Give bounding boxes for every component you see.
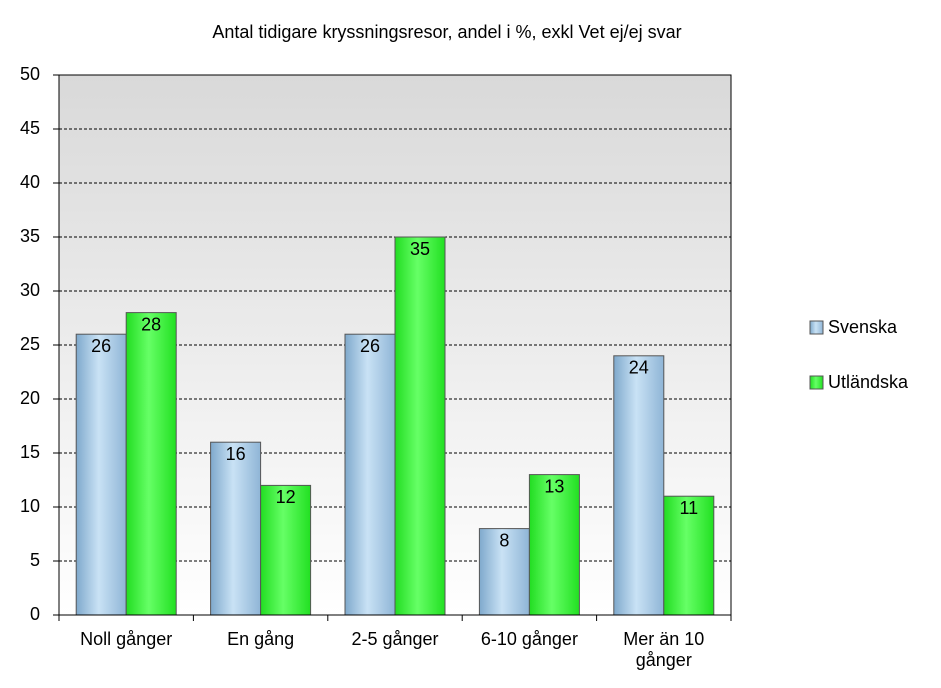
bar bbox=[344, 333, 396, 616]
y-tick-label: 25 bbox=[20, 334, 40, 354]
x-tick-label: En gång bbox=[227, 629, 294, 649]
chart-title: Antal tidigare kryssningsresor, andel i … bbox=[212, 22, 681, 42]
y-tick-label: 30 bbox=[20, 280, 40, 300]
legend-label: Utländska bbox=[828, 372, 909, 392]
y-tick-label: 20 bbox=[20, 388, 40, 408]
bar bbox=[210, 441, 262, 616]
bar bbox=[125, 312, 177, 616]
bar bbox=[260, 484, 312, 616]
legend-swatch bbox=[809, 375, 824, 390]
y-tick-label: 5 bbox=[30, 550, 40, 570]
x-tick-label: Mer än 10 gånger bbox=[623, 629, 704, 670]
value-label: 26 bbox=[91, 336, 111, 356]
legend-swatch bbox=[809, 320, 824, 335]
value-label: 28 bbox=[141, 314, 161, 334]
bar bbox=[75, 333, 127, 616]
y-tick-label: 10 bbox=[20, 496, 40, 516]
value-label: 35 bbox=[410, 239, 430, 259]
x-tick-label: 6-10 gånger bbox=[481, 629, 578, 649]
y-tick-label: 40 bbox=[20, 172, 40, 192]
value-label: 12 bbox=[276, 487, 296, 507]
value-label: 16 bbox=[226, 444, 246, 464]
bar bbox=[663, 495, 715, 616]
y-tick-label: 0 bbox=[30, 604, 40, 624]
y-tick-label: 50 bbox=[20, 64, 40, 84]
x-tick-label: Noll gånger bbox=[80, 629, 172, 649]
x-tick-label: 2-5 gånger bbox=[351, 629, 438, 649]
value-label: 13 bbox=[544, 476, 564, 496]
y-tick-label: 35 bbox=[20, 226, 40, 246]
value-label: 8 bbox=[499, 530, 509, 550]
bar bbox=[613, 355, 665, 616]
y-tick-label: 15 bbox=[20, 442, 40, 462]
plot-border bbox=[58, 74, 732, 616]
legend-label: Svenska bbox=[828, 317, 898, 337]
value-label: 24 bbox=[629, 358, 649, 378]
bar bbox=[528, 474, 580, 616]
bar bbox=[394, 236, 446, 616]
y-tick-label: 45 bbox=[20, 118, 40, 138]
value-label: 11 bbox=[679, 498, 698, 518]
value-label: 26 bbox=[360, 336, 380, 356]
